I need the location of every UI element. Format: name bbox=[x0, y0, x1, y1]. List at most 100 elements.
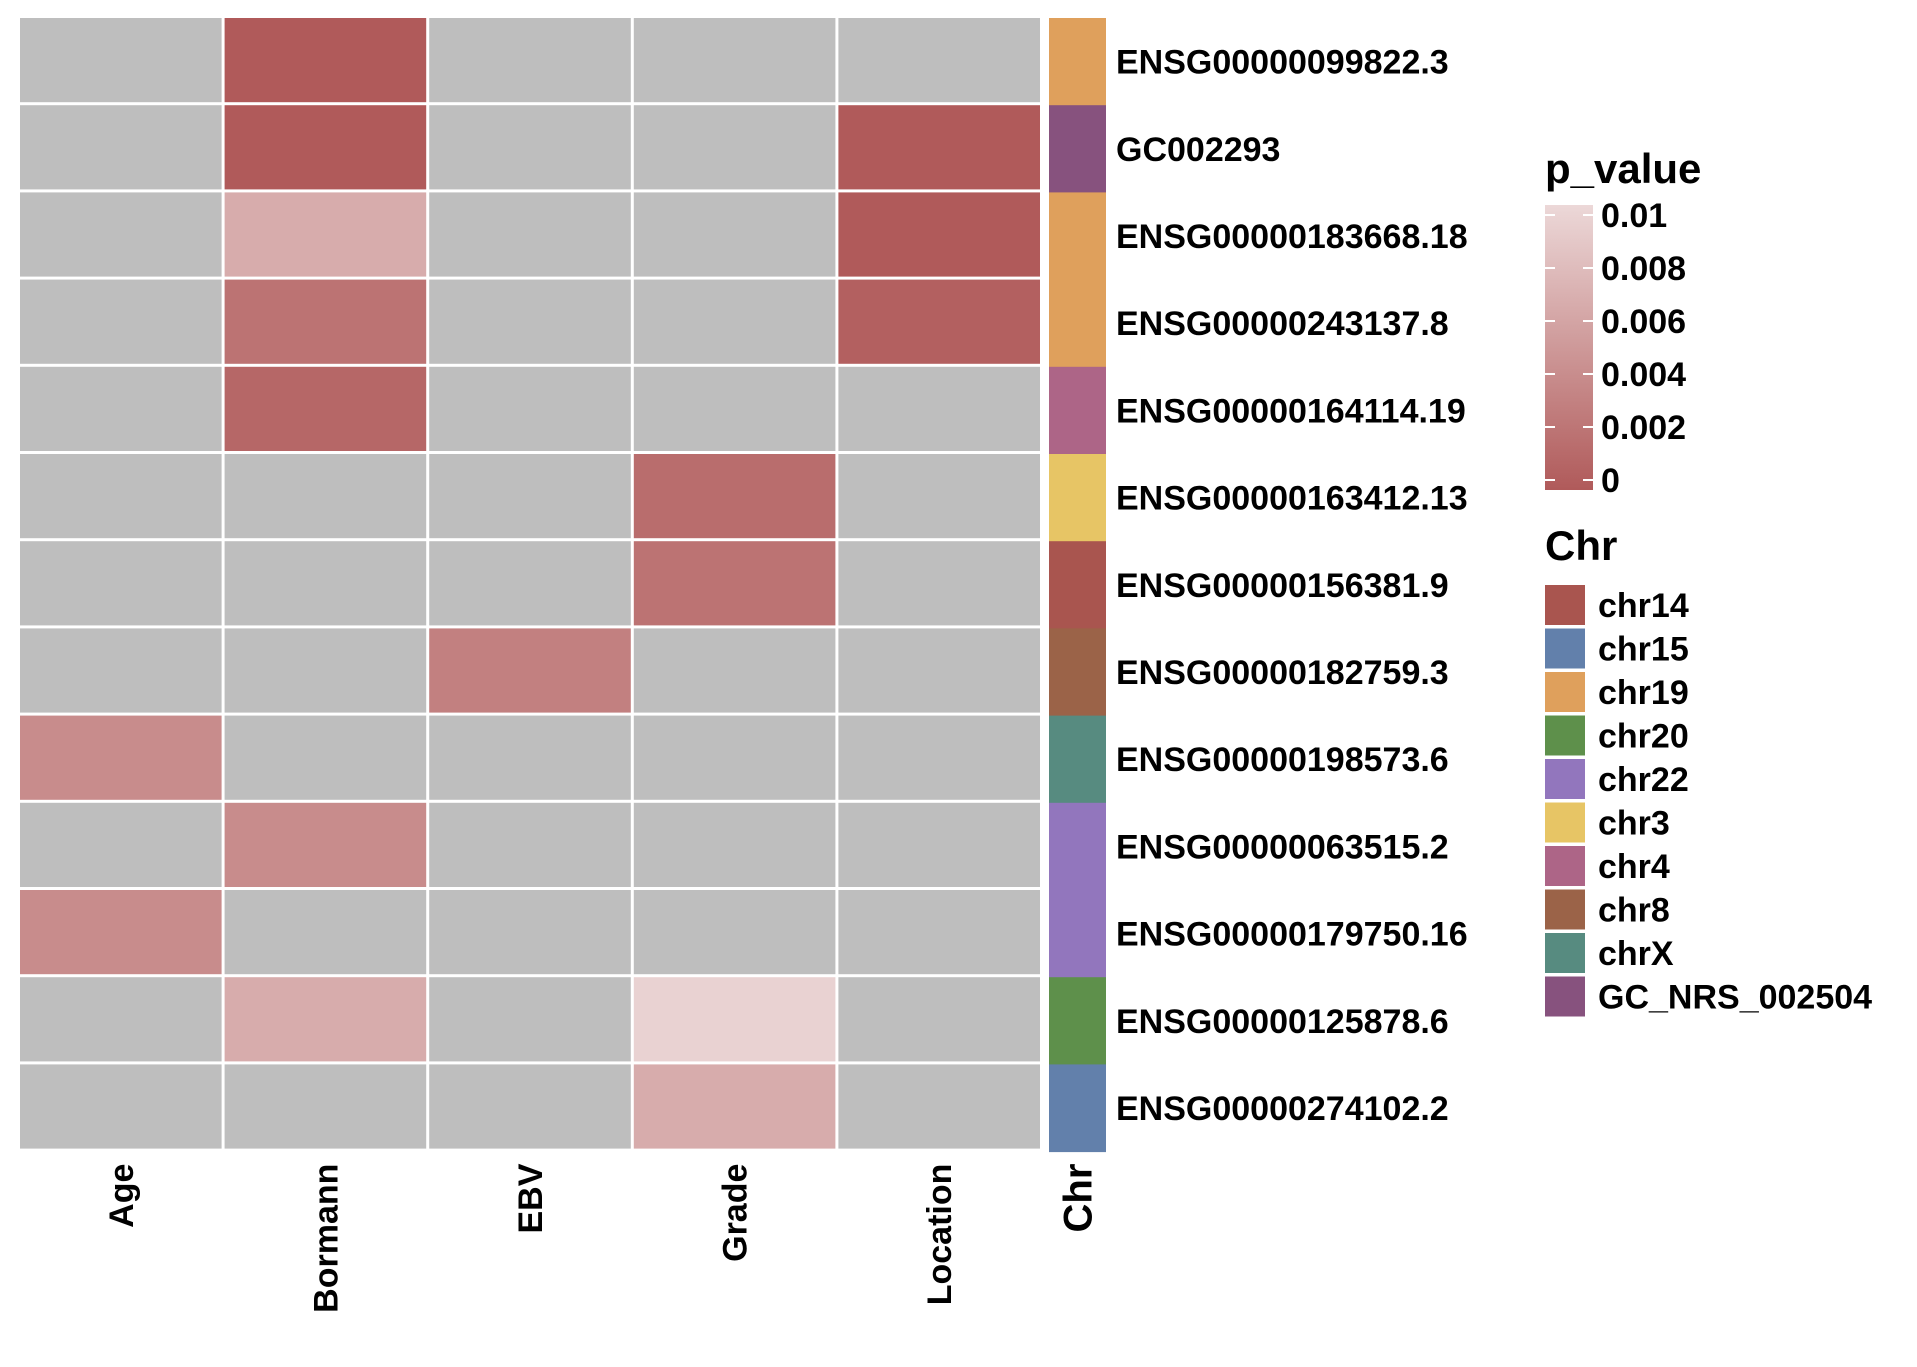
chr-legend-swatch bbox=[1545, 759, 1585, 799]
chr-annotation-cell bbox=[1049, 454, 1106, 542]
heatmap-cell bbox=[224, 890, 427, 975]
chr-annotation-cell bbox=[1049, 977, 1106, 1065]
heatmap-cell bbox=[429, 890, 631, 975]
chr-column-label: Chr bbox=[1057, 1164, 1101, 1233]
chr-annotation-cell bbox=[1049, 715, 1106, 804]
p-value-legend-title: p_value bbox=[1545, 145, 1701, 192]
p-value-ticks: 0.01 0.008 0.006 0.004 0.002 0 bbox=[1545, 197, 1686, 500]
column-label: Bormann bbox=[307, 1164, 345, 1313]
row-label: ENSG00000063515.2 bbox=[1116, 828, 1449, 866]
heatmap-cell bbox=[429, 802, 631, 887]
heatmap-cell bbox=[224, 454, 427, 539]
row-labels: ENSG00000099822.3 GC002293 ENSG00000183668… bbox=[1116, 44, 1468, 1128]
chr-legend: Chr chr14chr15chr19chr20chr22chr3chr4chr… bbox=[1545, 522, 1872, 1017]
colorbar-tick-label: 0.01 bbox=[1601, 197, 1667, 235]
heatmap-cell bbox=[224, 1064, 427, 1149]
chr-legend-swatch bbox=[1545, 715, 1585, 756]
chr-legend-swatch bbox=[1545, 976, 1585, 1017]
row-label: ENSG00000156381.9 bbox=[1116, 567, 1449, 605]
heatmap-cell bbox=[838, 890, 1040, 975]
heatmap-cell bbox=[224, 18, 427, 103]
heatmap-cell bbox=[20, 192, 222, 277]
colorbar-tick-label: 0 bbox=[1601, 462, 1620, 500]
chr-legend-label: chr15 bbox=[1598, 631, 1689, 669]
heatmap-cell bbox=[633, 1064, 836, 1149]
heatmap-cell bbox=[224, 366, 427, 451]
heatmap-cell bbox=[224, 628, 427, 713]
chr-legend-label: chr4 bbox=[1598, 848, 1670, 886]
heatmap-cell bbox=[224, 279, 427, 364]
chr-annotation-cell bbox=[1049, 802, 1106, 891]
chr-annotation-cell bbox=[1049, 541, 1106, 629]
heatmap-cell bbox=[20, 802, 222, 887]
chr-legend-label: chr20 bbox=[1598, 718, 1689, 756]
heatmap-cell bbox=[429, 366, 631, 451]
chr-legend-label: chr8 bbox=[1598, 892, 1670, 930]
heatmap-cell bbox=[224, 977, 427, 1062]
chr-legend-label: chrX bbox=[1598, 935, 1674, 973]
colorbar-tick-label: 0.004 bbox=[1601, 356, 1686, 394]
row-label: ENSG00000179750.16 bbox=[1116, 916, 1468, 954]
heatmap-cell bbox=[429, 454, 631, 539]
heatmap-cell bbox=[429, 977, 631, 1062]
chr-annotation-cell bbox=[1049, 192, 1106, 281]
column-label: EBV bbox=[512, 1163, 550, 1233]
heatmap-cell bbox=[633, 715, 836, 800]
chr-legend-label: chr19 bbox=[1598, 674, 1689, 712]
heatmap-cell bbox=[224, 105, 427, 190]
heatmap-cell bbox=[429, 628, 631, 713]
heatmap-cell bbox=[633, 366, 836, 451]
heatmap-cell bbox=[20, 1064, 222, 1149]
chr-legend-swatch bbox=[1545, 585, 1585, 625]
p-value-legend: p_value 0.01 0.008 0.006 0.004 0.002 0 bbox=[1545, 145, 1701, 500]
heatmap-cell bbox=[429, 541, 631, 626]
heatmap-cell bbox=[633, 890, 836, 975]
heatmap-cell bbox=[429, 279, 631, 364]
heatmap-cell bbox=[633, 192, 836, 277]
heatmap-cell bbox=[633, 279, 836, 364]
p-value-colorbar bbox=[1545, 205, 1593, 490]
heatmap-cell bbox=[633, 105, 836, 190]
chr-legend-swatch bbox=[1545, 933, 1585, 973]
row-label: ENSG00000183668.18 bbox=[1116, 218, 1468, 256]
heatmap-cell bbox=[838, 1064, 1040, 1149]
heatmap-cell bbox=[20, 366, 222, 451]
heatmap-cell bbox=[838, 366, 1040, 451]
heatmap-cell bbox=[838, 977, 1040, 1062]
row-label: ENSG00000099822.3 bbox=[1116, 44, 1449, 82]
chr-legend-label: chr3 bbox=[1598, 805, 1670, 843]
colorbar-tick-label: 0.008 bbox=[1601, 250, 1686, 288]
heatmap-cell bbox=[838, 192, 1040, 277]
heatmap-cell bbox=[633, 977, 836, 1062]
heatmap-cell bbox=[224, 715, 427, 800]
chr-annotation-cell bbox=[1049, 18, 1106, 106]
row-label: ENSG00000243137.8 bbox=[1116, 305, 1449, 343]
heatmap-cell bbox=[633, 18, 836, 103]
heatmap-cell bbox=[429, 1064, 631, 1149]
heatmap-cell bbox=[20, 105, 222, 190]
heatmap-cell bbox=[633, 541, 836, 626]
row-label: ENSG00000274102.2 bbox=[1116, 1090, 1449, 1128]
chr-annotation-cell bbox=[1049, 366, 1106, 455]
row-label: ENSG00000182759.3 bbox=[1116, 654, 1449, 692]
row-label: ENSG00000125878.6 bbox=[1116, 1003, 1449, 1041]
chr-legend-swatch bbox=[1545, 628, 1585, 669]
chr-annotation-cell bbox=[1049, 1064, 1106, 1153]
heatmap-cell bbox=[20, 628, 222, 713]
heatmap-cell bbox=[838, 802, 1040, 887]
heatmap-cell bbox=[429, 192, 631, 277]
heatmap-cell bbox=[838, 541, 1040, 626]
heatmap-cell bbox=[20, 279, 222, 364]
column-label: Location bbox=[921, 1164, 959, 1306]
chr-annotation-cell bbox=[1049, 105, 1106, 193]
chr-legend-swatch bbox=[1545, 672, 1585, 712]
colorbar-tick-label: 0.006 bbox=[1601, 303, 1686, 341]
heatmap-cell bbox=[429, 18, 631, 103]
heatmap-cell bbox=[838, 454, 1040, 539]
heatmap-cell bbox=[838, 715, 1040, 800]
column-label: Age bbox=[103, 1164, 141, 1228]
chr-legend-title: Chr bbox=[1545, 522, 1617, 569]
chr-legend-swatch bbox=[1545, 889, 1585, 930]
chr-legend-swatch bbox=[1545, 802, 1585, 843]
